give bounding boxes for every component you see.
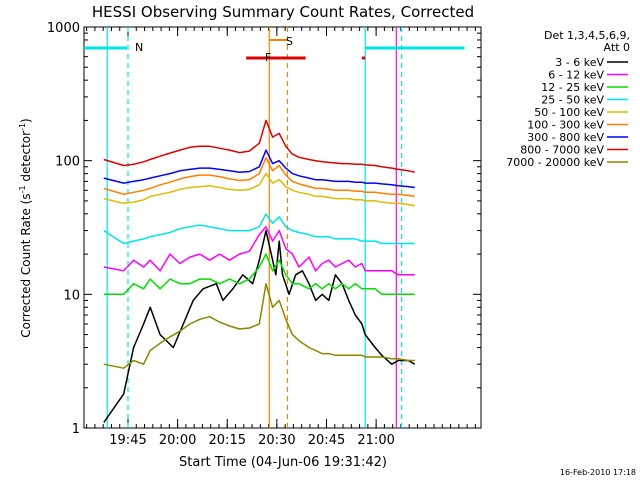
y-axis-label: Corrected Count Rate (s-1 detector-1) [18,118,33,337]
y-axis-label-part: detector [19,131,33,186]
series-line-7000-20000-kev [103,282,415,369]
y-axis-label-part: ) [19,118,33,123]
legend-item-label: 50 - 100 keV [534,106,604,119]
x-tick-label: 21:00 [357,433,394,448]
x-tick-label: 20:00 [159,433,196,448]
y-axis: 1 10 100 1000 [47,21,481,437]
legend-header-line1: Det 1,3,4,5,6,9, [544,29,630,42]
chart-title: HESSI Observing Summary Count Rates, Cor… [92,3,474,21]
flare-markers [84,27,465,428]
y-tick-label: 10 [63,288,80,303]
y-axis-label-sup: -1 [18,185,27,193]
series-line-100-300-kev [103,157,415,198]
series-group [103,119,416,423]
series-line-50-100-kev [103,172,415,207]
x-tick-label: 20:15 [209,433,246,448]
x-axis: 19:45 20:00 20:15 20:30 20:45 21:00 [86,27,476,448]
band-label-n: N [135,41,143,54]
footer-date: 16-Feb-2010 17:18 [560,468,636,477]
series-line-6-12-kev [103,226,415,276]
x-tick-label: 19:45 [109,433,146,448]
legend-header-line2: Att 0 [604,41,630,54]
x-tick-label: 20:30 [258,433,295,448]
series-line-12-25-kev [103,253,415,296]
band-label-f: F [265,51,271,64]
legend-item-label: 12 - 25 keV [541,81,604,94]
legend-item-label: 800 - 7000 keV [520,144,604,157]
legend-item-label: 25 - 50 keV [541,94,604,107]
legend-item-label: 6 - 12 keV [548,69,604,82]
legend-item-label: 100 - 300 keV [527,119,604,132]
series-line-800-7000-kev [103,119,415,173]
series-line-25-50-kev [103,213,415,245]
legend-item-label: 7000 - 20000 keV [506,156,604,169]
y-tick-label: 1000 [47,21,80,36]
legend-item-label: 3 - 6 keV [555,56,604,69]
plot-frame [83,26,482,429]
y-axis-label-part: Corrected Count Rate (s [19,193,33,337]
x-tick-label: 20:45 [308,433,345,448]
y-tick-label: 100 [55,155,80,170]
legend-item-label: 300 - 800 keV [527,131,604,144]
series-line-300-800-kev [103,149,415,189]
band-markers: N S F [135,35,293,64]
y-axis-label-sup: -1 [18,123,27,131]
y-tick-label: 1 [72,422,80,437]
band-label-s: S [286,35,293,48]
series-line-3-6-kev [103,229,416,423]
x-axis-label: Start Time (04-Jun-06 19:31:42) [179,455,387,470]
